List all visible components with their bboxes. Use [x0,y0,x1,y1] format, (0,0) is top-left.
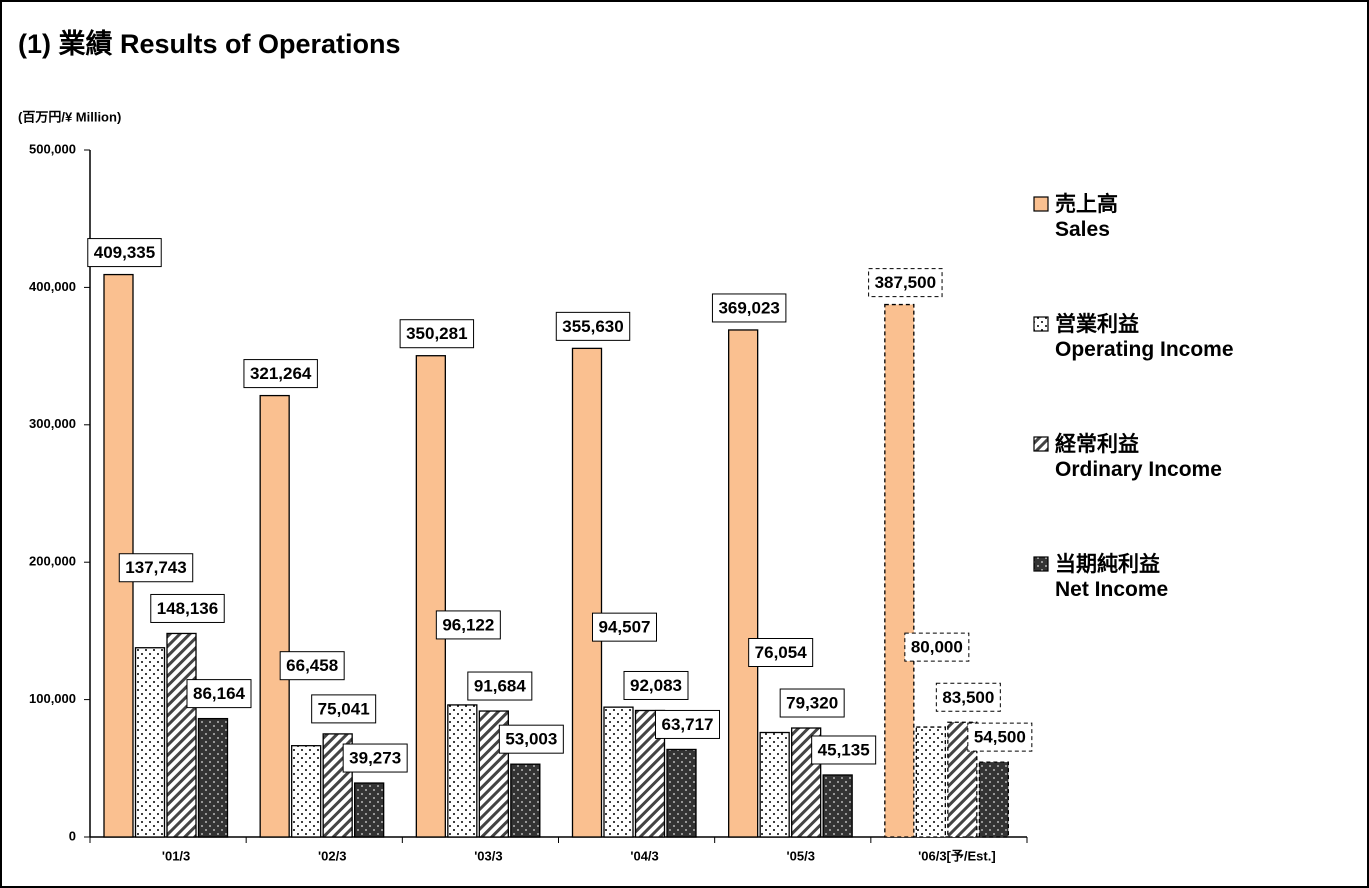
legend-swatch [1033,556,1049,572]
y-tick-label: 500,000 [29,141,76,156]
unit-label: (百万円/¥ Million) [18,109,121,124]
y-tick-label: 400,000 [29,279,76,294]
label-box [748,638,814,668]
legend-entry: 営業利益 Operating Income [1055,313,1234,361]
bar [603,706,634,838]
label-box [711,293,787,323]
y-tick-label: 100,000 [29,691,76,706]
label-box [399,319,475,349]
label-box [935,682,1001,712]
data-label: 53,003 [505,730,557,749]
bar [571,347,603,838]
data-label: 54,500 [974,728,1026,747]
bar [415,355,446,838]
x-tick-label: '01/3 [162,848,190,863]
data-label: 350,281 [406,324,467,343]
data-label: 92,083 [630,676,682,695]
label-box [150,593,225,623]
bar [259,394,290,838]
label-box [779,688,845,718]
data-label: 66,458 [286,656,338,675]
data-label: 409,335 [94,243,155,262]
label-box [243,359,318,389]
y-tick-label: 200,000 [29,554,76,569]
label-box [811,735,877,765]
bar [510,763,541,838]
y-tick-label: 0 [69,828,76,843]
label-box [87,238,162,268]
label-box [186,679,252,709]
label-box [279,651,345,681]
bar [354,782,385,838]
bar [666,748,697,838]
bar [915,726,946,838]
label-box [118,553,194,583]
label-box [868,268,943,298]
legend-entry: 経常利益 Ordinary Income [1055,433,1222,481]
label-box [555,311,631,341]
label-box [592,612,657,642]
label-box [904,632,970,662]
data-label: 83,500 [942,688,994,707]
legend-swatch [1033,196,1049,212]
data-label: 39,273 [349,749,401,768]
label-box [467,671,533,701]
data-label: 321,264 [250,364,312,383]
label-box [498,724,564,754]
data-label: 148,136 [157,599,218,618]
data-label: 86,164 [193,684,246,703]
bar [447,704,478,838]
data-label: 45,135 [818,740,870,759]
label-box [623,670,689,700]
bar [978,761,1009,838]
data-label: 63,717 [662,715,714,734]
data-label: 91,684 [474,677,527,696]
bar [728,329,759,838]
x-tick-label: '02/3 [318,848,346,863]
data-label: 96,122 [442,615,494,634]
data-label: 137,743 [125,558,186,577]
x-tick-label: '05/3 [787,848,815,863]
data-label: 355,630 [562,317,623,336]
x-tick-label: '03/3 [474,848,502,863]
bar [759,731,790,838]
legend-entry: 売上高 Sales [1055,193,1118,241]
data-label: 94,507 [599,618,651,637]
data-label: 387,500 [875,273,936,292]
bar [291,745,322,838]
bar [197,717,229,838]
legend-swatch [1033,436,1049,452]
bar [134,647,166,838]
legend-entry: 当期純利益 Net Income [1055,553,1169,601]
label-box [342,743,408,773]
y-tick-label: 300,000 [29,416,76,431]
chart-title: (1) 業績 Results of Operations [18,28,401,59]
data-label: 75,041 [318,699,370,718]
data-label: 80,000 [911,638,963,657]
label-box [967,722,1033,752]
bar [166,632,197,838]
x-tick-label: '04/3 [630,848,658,863]
label-box [435,610,501,640]
bar [884,303,915,838]
data-label: 369,023 [718,298,779,317]
x-tick-label: '06/3[予/Est.] [918,848,996,863]
bar [822,774,853,838]
label-box [311,694,377,724]
data-label: 79,320 [786,693,838,712]
data-label: 76,054 [755,643,808,662]
legend-swatch [1033,316,1049,332]
label-box [655,709,720,739]
bar [322,733,353,838]
